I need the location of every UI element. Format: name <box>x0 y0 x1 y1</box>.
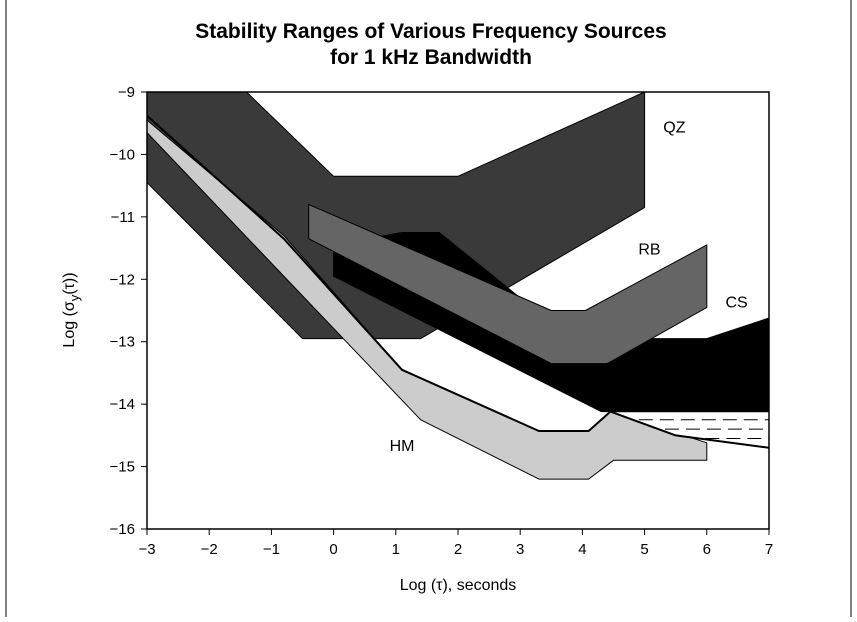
x-tick-label: −1 <box>263 541 280 558</box>
y-tick-label: −9 <box>118 84 135 101</box>
theoretical-limit-curve <box>146 114 770 449</box>
y-tick-label: −10 <box>110 146 135 163</box>
x-tick-label: −2 <box>201 541 218 558</box>
stability-bands <box>146 91 770 480</box>
x-tick-label: 4 <box>578 541 586 558</box>
y-axis-label-suffix: (τ)) <box>61 272 78 294</box>
y-tick-label: −11 <box>111 209 135 226</box>
x-tick-label: 2 <box>454 541 462 558</box>
band-labels: QZ CS RB HM <box>390 120 748 455</box>
x-tick-label: 7 <box>765 541 773 558</box>
y-tick-label: −14 <box>110 396 135 413</box>
band-label-cs: CS <box>725 294 747 311</box>
band-rb <box>308 203 708 365</box>
x-tick-label: 3 <box>516 541 524 558</box>
y-tick-label: −16 <box>110 521 135 538</box>
chart-title: Stability Ranges of Various Frequency So… <box>195 20 666 43</box>
x-axis-label: Log (τ), seconds <box>400 577 517 594</box>
x-tick-label: 6 <box>703 541 711 558</box>
y-axis-label-prefix: Log (σ <box>61 301 78 347</box>
y-tick-label: −13 <box>110 334 135 351</box>
x-tick-label: −3 <box>138 541 155 558</box>
chart-subtitle: for 1 kHz Bandwidth <box>330 46 532 69</box>
y-axis: −16 −15 −14 −13 −12 −11 −10 −9 <box>110 84 147 538</box>
x-tick-label: 0 <box>329 541 337 558</box>
x-axis: −3 −2 −1 0 1 2 3 4 5 6 7 <box>138 529 773 558</box>
x-tick-label: 1 <box>392 541 400 558</box>
y-tick-label: −15 <box>110 459 135 476</box>
y-tick-label: −12 <box>110 271 135 288</box>
theoretical-limit <box>146 114 770 449</box>
y-axis-label-subscript: y <box>67 294 82 301</box>
band-label-qz: QZ <box>663 120 685 137</box>
y-axis-label: Log (σy(τ)) <box>61 272 82 347</box>
band-qz <box>146 91 646 340</box>
band-label-hm: HM <box>390 438 415 455</box>
x-tick-label: 5 <box>640 541 648 558</box>
band-label-rb: RB <box>638 241 660 258</box>
